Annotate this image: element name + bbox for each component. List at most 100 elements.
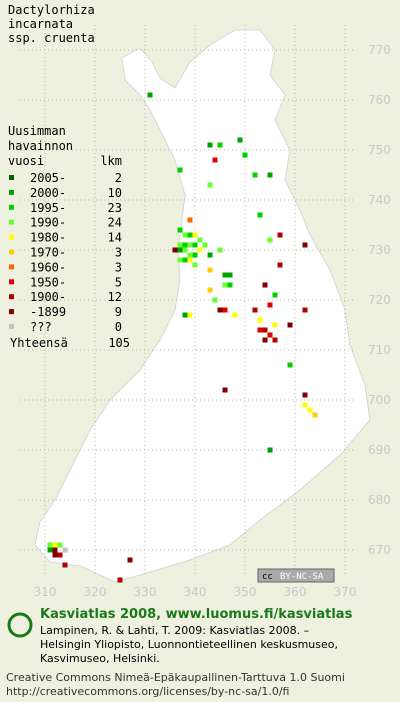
occurrence-square [207, 142, 213, 148]
squares [47, 92, 318, 583]
occurrence-square [207, 182, 213, 188]
occurrence-square [57, 552, 63, 558]
occurrence-square [302, 242, 308, 248]
occurrence-square [202, 242, 208, 248]
legend-label: 1900- [30, 290, 66, 304]
finland-outline [34, 29, 371, 583]
legend-swatch [9, 219, 14, 225]
license: http://creativecommons.org/licenses/by-n… [6, 685, 289, 698]
legend-label: 1995- [30, 201, 66, 215]
occurrence-square [257, 327, 263, 333]
legend-swatch [9, 189, 14, 195]
occurrence-square [212, 297, 218, 303]
y-tick-label: 760 [368, 93, 391, 107]
x-tick-label: 310 [34, 585, 57, 599]
occurrence-square [217, 142, 223, 148]
occurrence-square [222, 387, 228, 393]
occurrence-square [62, 547, 68, 553]
legend-swatch [9, 279, 14, 285]
occurrence-square [267, 302, 273, 308]
occurrence-square [262, 327, 268, 333]
occurrence-square [287, 322, 293, 328]
occurrence-square [62, 562, 68, 568]
occurrence-square [177, 227, 183, 233]
occurrence-square [182, 257, 188, 263]
legend-label: 2000- [30, 186, 66, 200]
occurrence-square [262, 337, 268, 343]
legend-count: 2 [115, 171, 122, 185]
occurrence-square [187, 312, 193, 318]
legend-count: 12 [108, 290, 122, 304]
legend-count: 9 [115, 305, 122, 319]
x-tick-label: 360 [284, 585, 307, 599]
occurrence-square [242, 152, 248, 158]
occurrence-square [267, 237, 273, 243]
occurrence-square [52, 542, 58, 548]
occurrence-square [207, 252, 213, 258]
x-tick-label: 320 [84, 585, 107, 599]
occurrence-square [192, 252, 198, 258]
occurrence-square [267, 447, 273, 453]
legend-label: -1899 [30, 305, 66, 319]
legend-count: 24 [108, 216, 122, 230]
occurrence-square [252, 307, 258, 313]
legend-total-label: Yhteensä [10, 336, 68, 350]
occurrence-square [187, 257, 193, 263]
x-tick-label: 340 [184, 585, 207, 599]
y-tick-label: 730 [368, 243, 391, 257]
occurrence-square [222, 272, 228, 278]
grid: 310 320 330 340 350 360 3706706806907007107207… [20, 25, 391, 599]
occurrence-square [117, 577, 123, 583]
occurrence-square [237, 137, 243, 143]
occurrence-square [267, 332, 273, 338]
occurrence-square [147, 92, 153, 98]
brand: Kasviatlas 2008, www.luomus.fi/kasviatla… [40, 607, 353, 622]
y-tick-label: 770 [368, 43, 391, 57]
legend-label: 1970- [30, 246, 66, 260]
occurrence-square [172, 247, 178, 253]
occurrence-square [207, 287, 213, 293]
legend-column: lkm [100, 154, 122, 168]
occurrence-square [232, 312, 238, 318]
y-tick-label: 680 [368, 493, 391, 507]
occurrence-square [187, 242, 193, 248]
y-tick-label: 720 [368, 293, 391, 307]
occurrence-square [192, 242, 198, 248]
occurrence-square [57, 542, 63, 548]
occurrence-square [302, 402, 308, 408]
occurrence-square [302, 392, 308, 398]
occurrence-square [252, 172, 258, 178]
occurrence-square [262, 282, 268, 288]
occurrence-square [272, 322, 278, 328]
y-tick-label: 750 [368, 143, 391, 157]
legend-count: 3 [115, 260, 122, 274]
occurrence-square [177, 242, 183, 248]
badge-cc: cc [262, 572, 273, 582]
occurrence-square [127, 557, 133, 563]
occurrence-square [287, 362, 293, 368]
citation: Kasvimuseo, Helsinki. [40, 652, 160, 665]
occurrence-square [187, 252, 193, 258]
legend-total: 105 [108, 336, 130, 350]
legend-label: 1980- [30, 231, 66, 245]
occurrence-square [277, 232, 283, 238]
occurrence-square [52, 552, 58, 558]
y-tick-label: 690 [368, 443, 391, 457]
occurrence-square [227, 272, 233, 278]
occurrence-square [192, 232, 198, 238]
title: incarnata [8, 17, 73, 31]
legend-heading: Uusimman [8, 124, 66, 138]
legend-count: 3 [115, 246, 122, 260]
occurrence-square [217, 307, 223, 313]
occurrence-square [272, 337, 278, 343]
occurrence-square [182, 312, 188, 318]
legend-count: 23 [108, 201, 122, 215]
x-tick-label: 350 [234, 585, 257, 599]
occurrence-square [227, 282, 233, 288]
occurrence-square [52, 547, 58, 553]
legend-label: ??? [30, 320, 52, 334]
legend-swatch [9, 234, 14, 240]
y-tick-label: 670 [368, 543, 391, 557]
